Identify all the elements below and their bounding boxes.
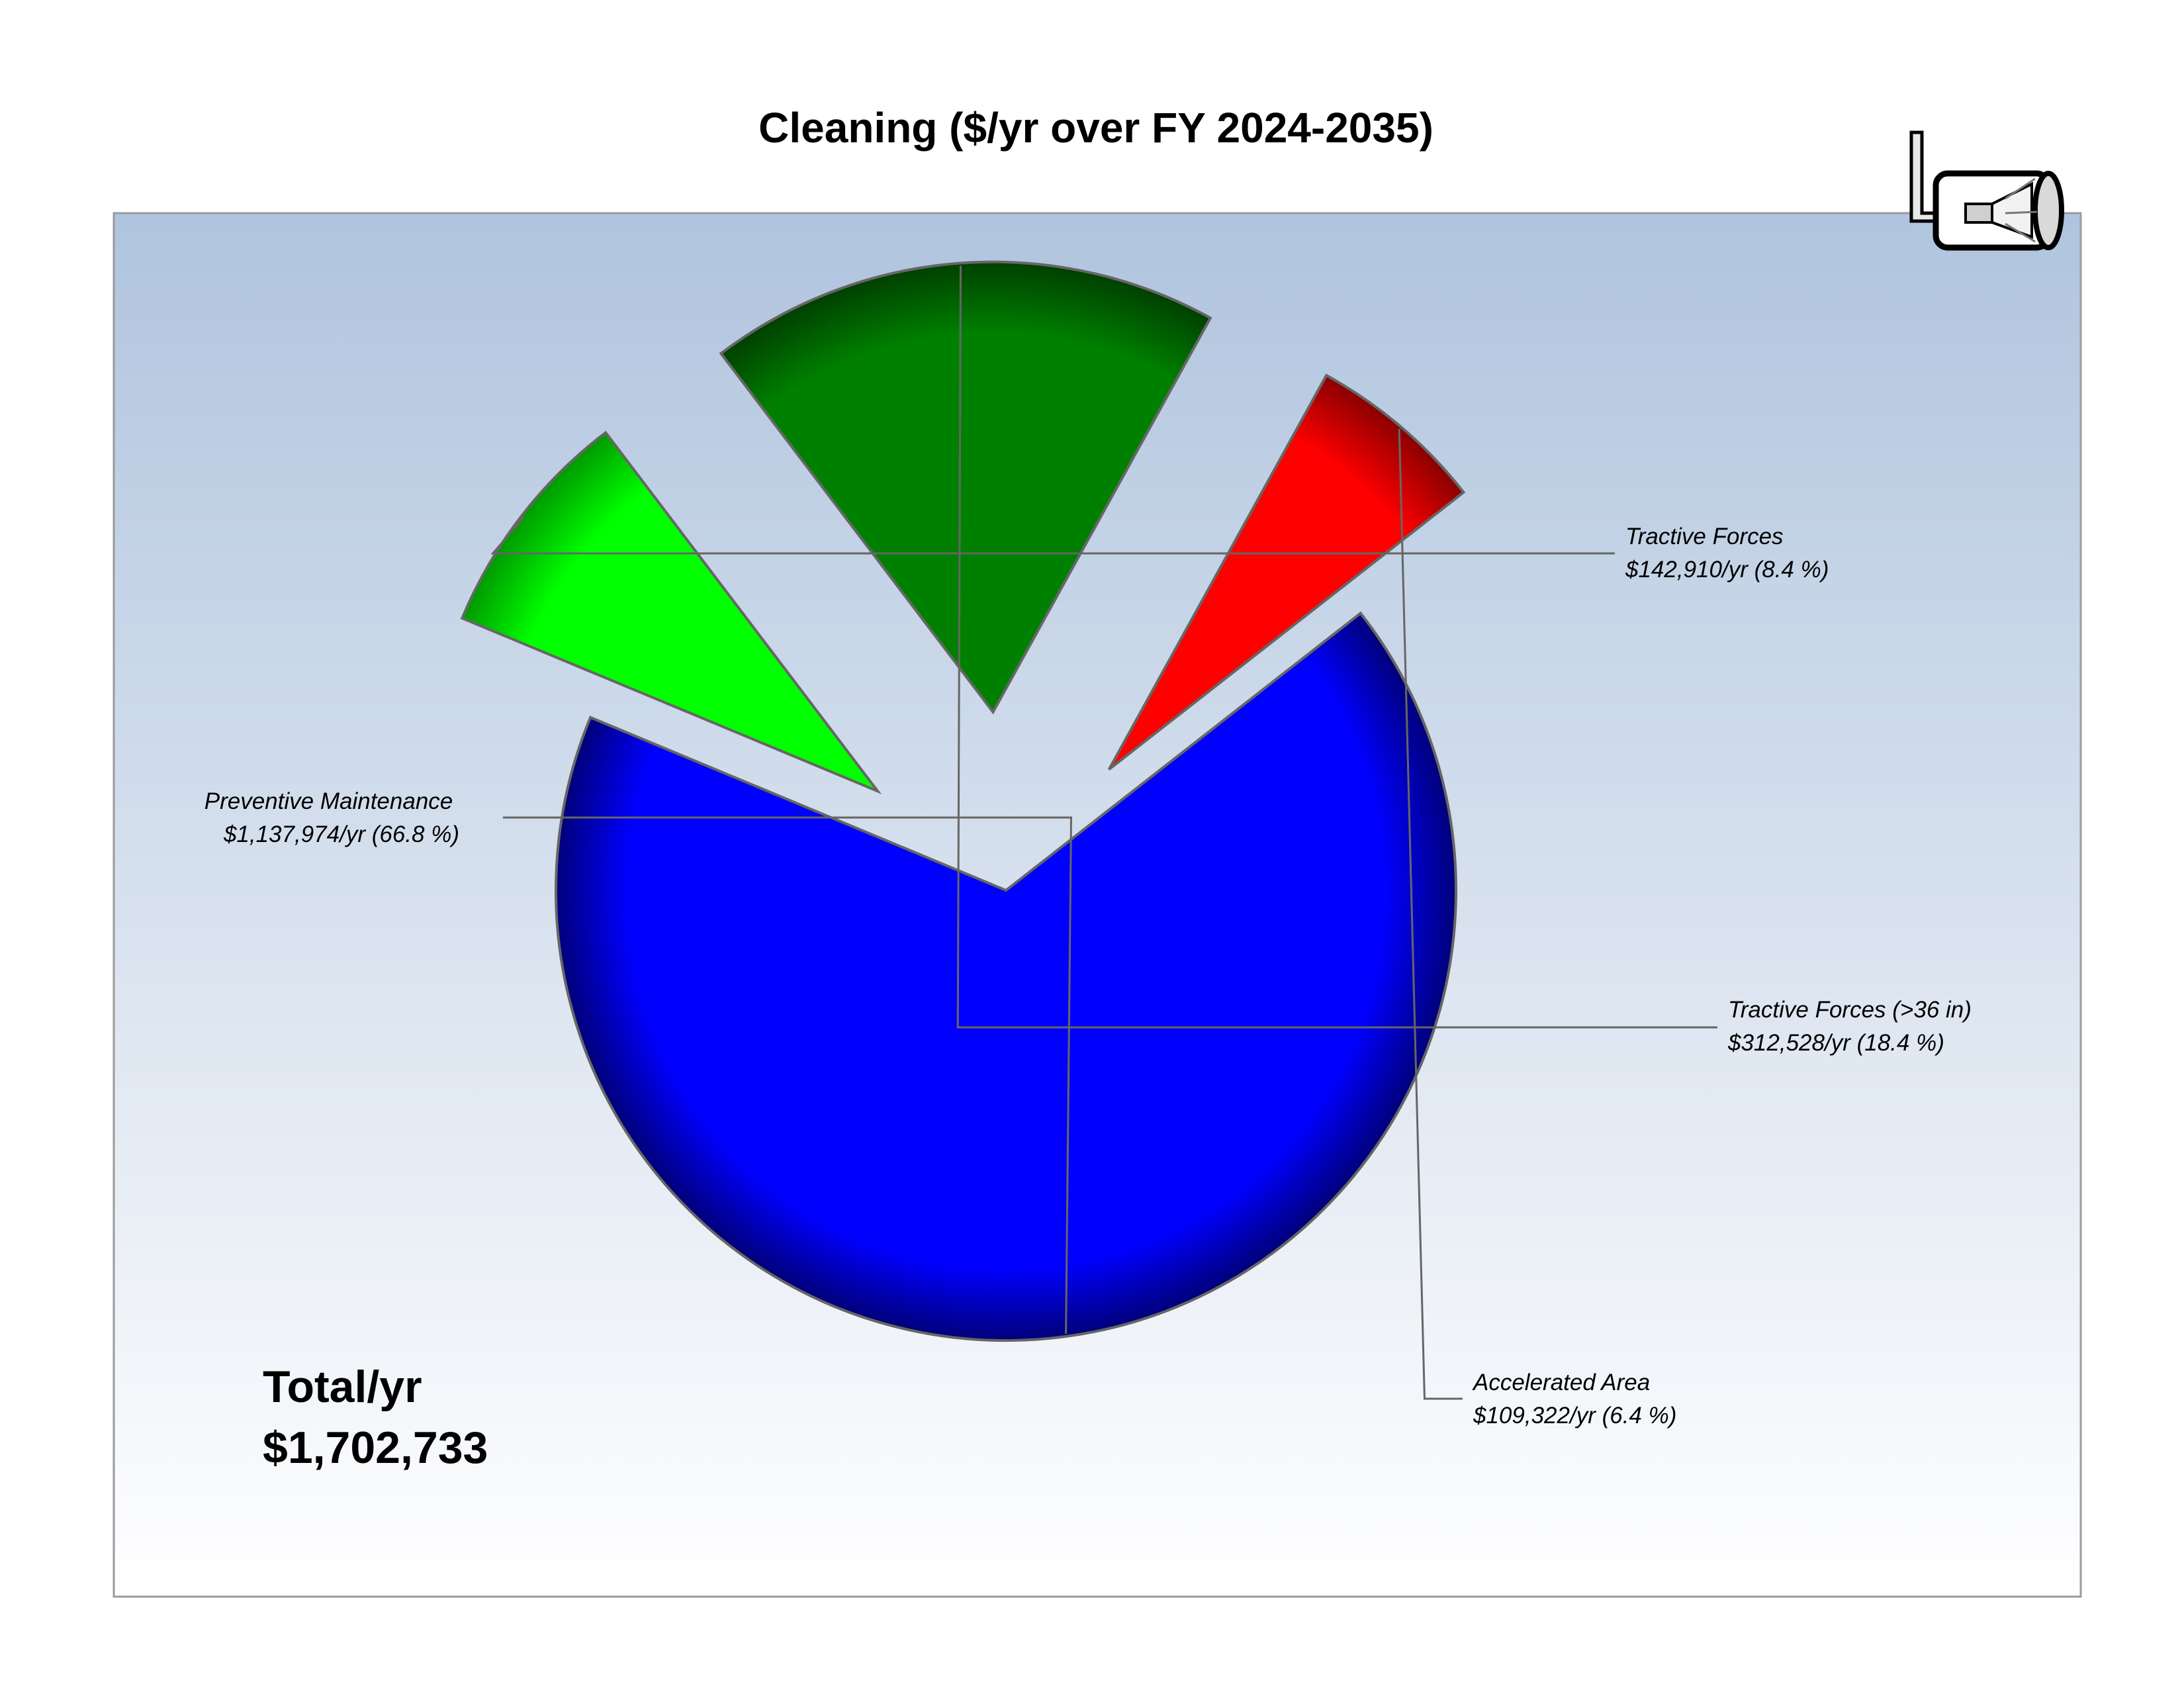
slice-label-tractive-forces-36: Tractive Forces (>36 in) $312,528/yr (18…: [1727, 997, 1978, 1056]
leader-line-tractive-forces-36: [956, 265, 1717, 1029]
slice-name: Preventive Maintenance: [205, 788, 453, 814]
slice-name: Tractive Forces: [1625, 524, 1784, 549]
total-value: $1,702,733: [263, 1423, 488, 1473]
pie-slice-tractive-forces: [460, 430, 882, 794]
pie-slice-tractive-forces-36: [719, 260, 1212, 715]
slice-name: Accelerated Area: [1472, 1370, 1650, 1395]
slice-value: $312,528/yr (18.4 %): [1727, 1030, 1944, 1056]
slice-name: Tractive Forces (>36 in): [1728, 997, 1972, 1023]
slice-value: $142,910/yr (8.4 %): [1625, 557, 1829, 583]
slice-value: $109,322/yr (6.4 %): [1473, 1403, 1676, 1429]
total-label: Total/yr: [263, 1362, 422, 1412]
cleaning-nozzle-pipe-icon: [1909, 130, 2064, 251]
slice-label-tractive-forces: Tractive Forces $142,910/yr (8.4 %): [1625, 524, 1829, 583]
pie-slices: [460, 260, 1466, 1342]
pie-slice-preventive-maintenance: [555, 611, 1457, 1342]
leader-line-preventive-maintenance: [503, 816, 1073, 1334]
leader-line-tractive-forces: [490, 516, 1615, 555]
chart-title: Cleaning ($/yr over FY 2024-2035): [758, 104, 1433, 152]
leader-lines: [490, 265, 1717, 1400]
slice-value: $1,137,974/yr (66.8 %): [223, 821, 459, 847]
leader-line-accelerated-area: [1398, 428, 1463, 1400]
slice-label-preventive-maintenance: Preventive Maintenance $1,137,974/yr (66…: [205, 788, 459, 847]
pie-slice-accelerated-area: [1107, 373, 1466, 771]
slice-label-accelerated-area: Accelerated Area $109,322/yr (6.4 %): [1472, 1370, 1676, 1429]
